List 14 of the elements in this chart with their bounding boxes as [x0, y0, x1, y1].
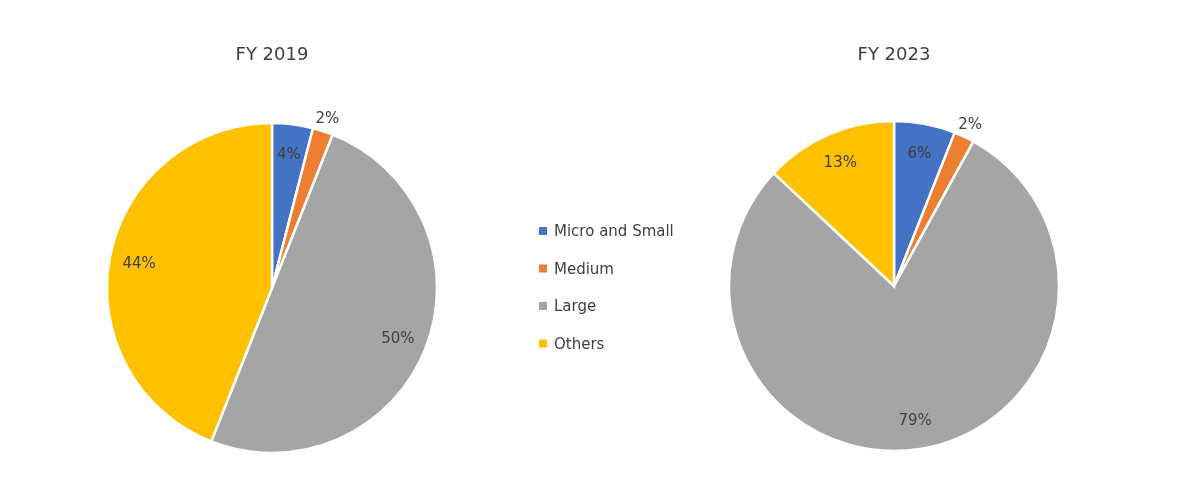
legend-label: Others: [554, 334, 605, 353]
legend-label: Medium: [554, 259, 614, 278]
data-label: 50%: [381, 329, 415, 348]
data-label: 79%: [898, 410, 932, 429]
chart-title: FY 2023: [857, 43, 931, 64]
data-label: 2%: [315, 109, 340, 128]
data-label: 13%: [823, 153, 857, 172]
legend-label: Micro and Small: [554, 222, 674, 241]
data-label: 6%: [907, 144, 932, 163]
data-label: 2%: [958, 115, 983, 134]
chart-title: FY 2019: [235, 43, 309, 64]
data-label: 44%: [122, 253, 156, 272]
data-label: 4%: [277, 145, 301, 164]
legend-label: Large: [554, 297, 597, 316]
